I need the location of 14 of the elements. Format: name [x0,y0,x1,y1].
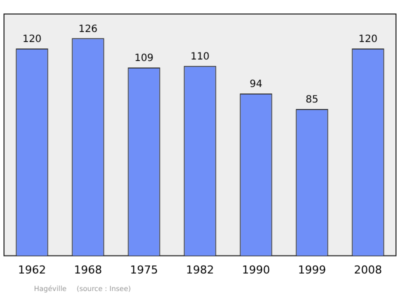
x-tick-label: 1990 [242,263,270,276]
data-label: 85 [306,94,318,106]
data-label: 126 [78,24,98,35]
x-tick-label: 1975 [130,263,158,276]
data-label: 94 [250,79,262,90]
x-tick-label: 1968 [74,263,102,276]
x-tick-label: 1982 [186,263,214,276]
data-label: 110 [190,51,210,62]
data-label: 120 [358,34,378,46]
data-label: 109 [134,53,154,64]
x-tick-label: 1962 [18,263,46,276]
data-label: 120 [22,34,42,46]
x-tick-label: 2008 [354,263,382,276]
x-tick-label: 1999 [298,263,326,276]
